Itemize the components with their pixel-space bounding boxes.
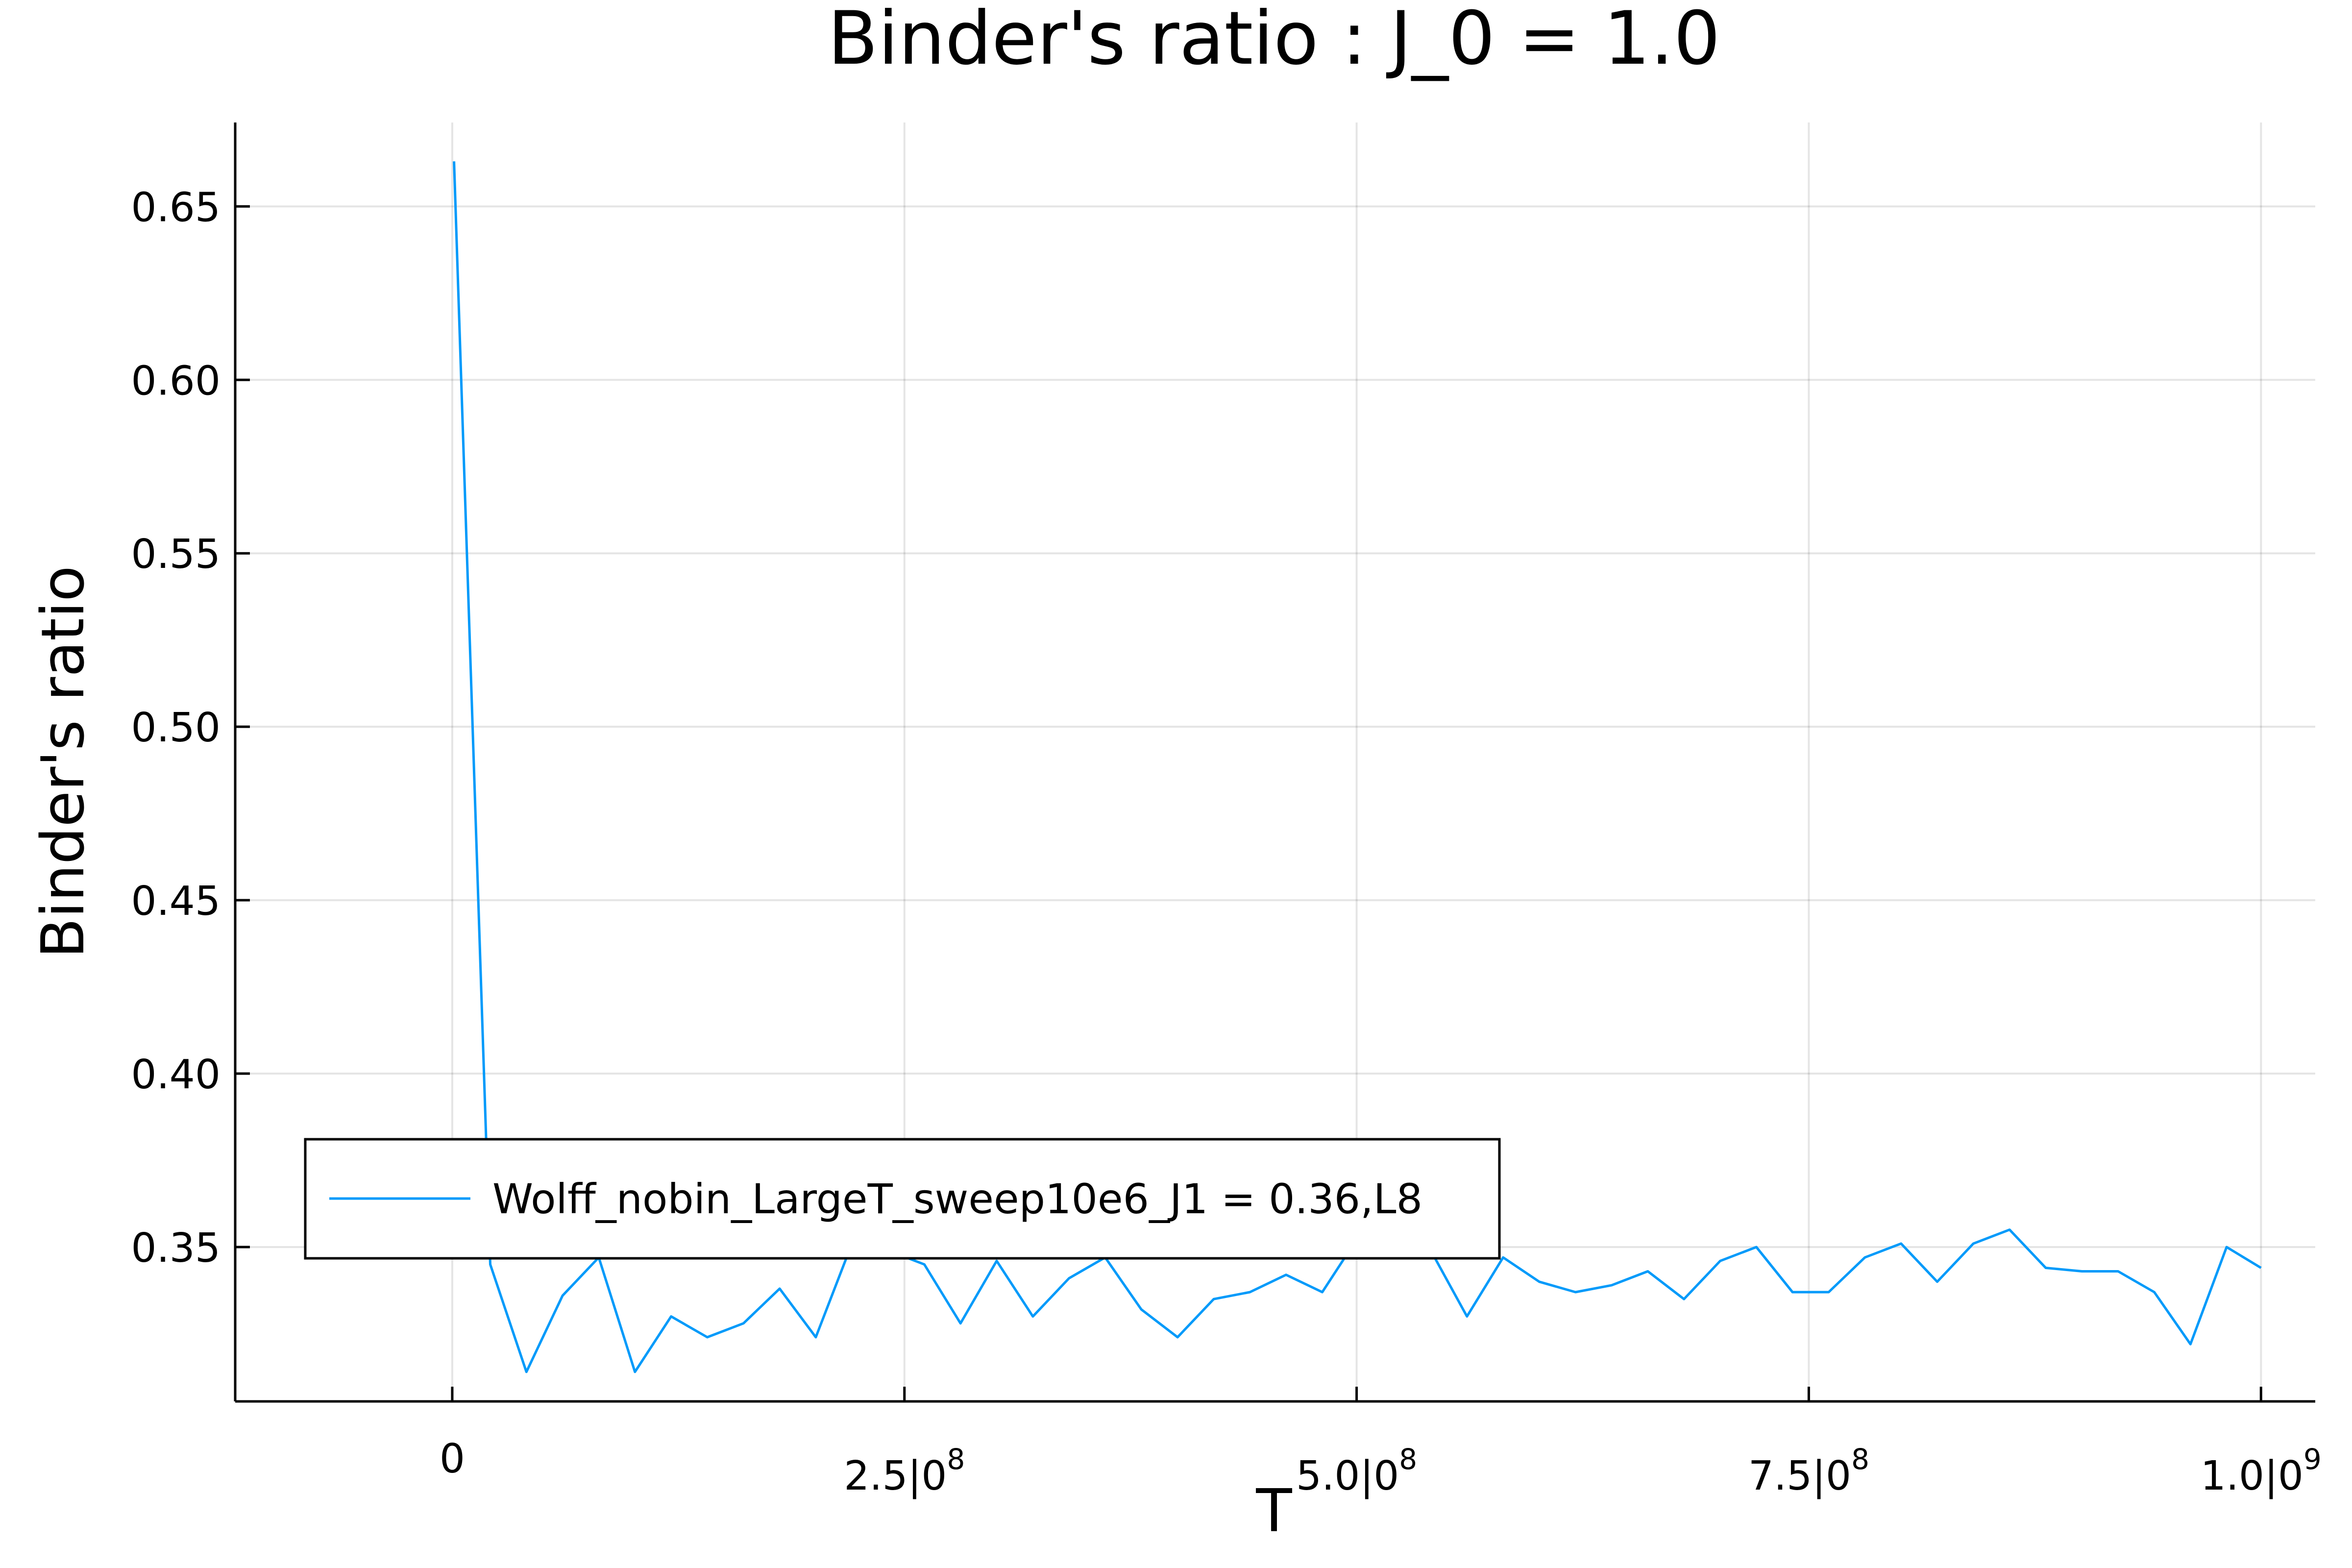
- ticks: 0 2.5|08 5.0|08 7.5|08 1.0|09 0.35 0.40 0.45 0.5…: [131, 184, 2321, 1499]
- y-tick-label: 0.65: [131, 184, 220, 231]
- x-tick-label: 7.5|08: [1748, 1443, 1869, 1499]
- y-tick-label: 0.50: [131, 705, 220, 751]
- y-tick-label: 0.60: [131, 358, 220, 404]
- x-tick-label: 1.0|09: [2201, 1443, 2322, 1499]
- y-tick-label: 0.45: [131, 878, 220, 925]
- legend: Wolff_nobin_LargeT_sweep10e6_J1 = 0.36,L…: [304, 1138, 1501, 1260]
- y-tick-label: 0.35: [131, 1225, 220, 1272]
- x-tick-label: 0: [440, 1436, 465, 1482]
- y-tick-label: 0.40: [131, 1052, 220, 1098]
- x-tick-label: 5.0|08: [1296, 1443, 1417, 1499]
- legend-box: [304, 1138, 1501, 1260]
- y-axis-label: Binder's ratio: [29, 565, 98, 958]
- legend-entry-label: Wolff_nobin_LargeT_sweep10e6_J1 = 0.36,L…: [492, 1175, 1422, 1223]
- x-axis-label: T: [1255, 1477, 1292, 1545]
- chart-title: Binder's ratio : J_0 = 1.0: [828, 0, 1720, 81]
- y-tick-label: 0.55: [131, 531, 220, 578]
- axes: [234, 122, 2315, 1403]
- x-tick-label: 2.5|08: [844, 1443, 965, 1499]
